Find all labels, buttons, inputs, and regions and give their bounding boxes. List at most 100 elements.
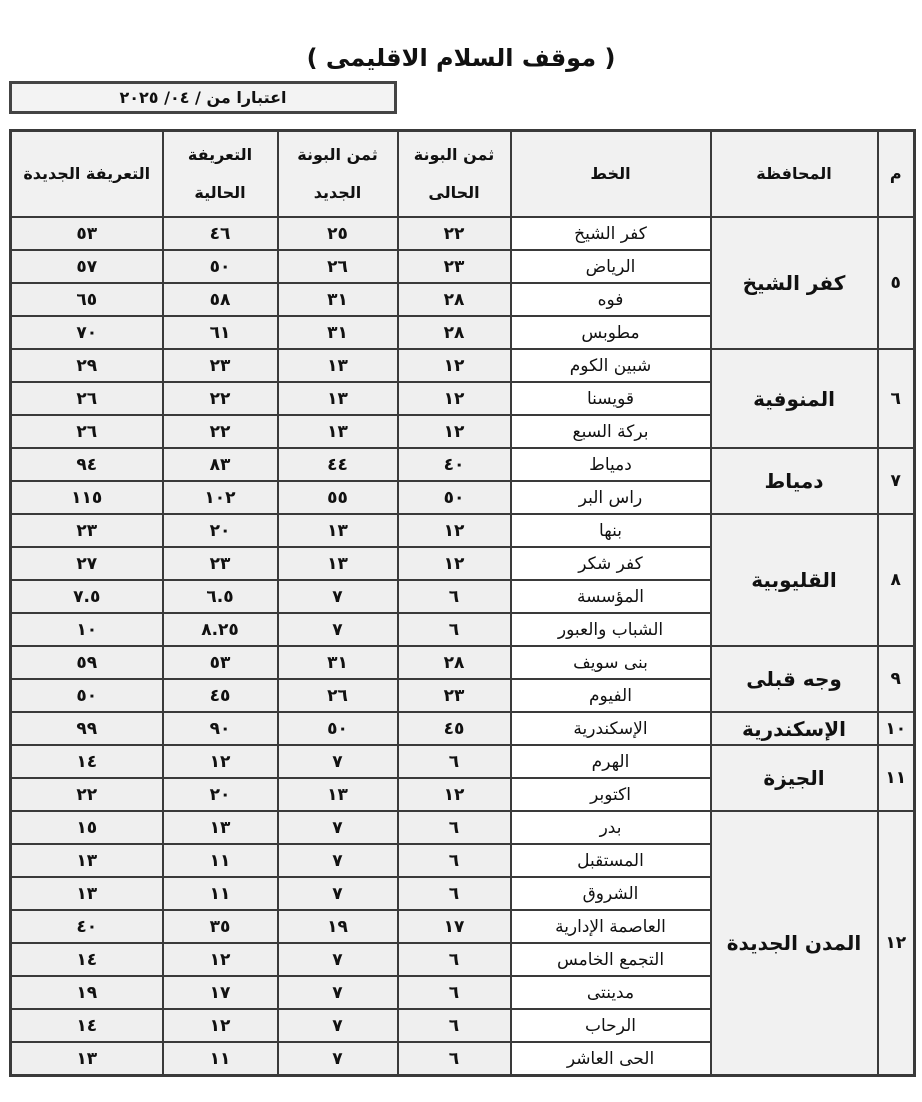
new-ticket-cell: ١٣ bbox=[276, 414, 399, 449]
line-cell: كفر شكر bbox=[509, 546, 712, 581]
current-ticket-cell: ٢٨ bbox=[396, 315, 512, 350]
new-fare-cell: ١٤ bbox=[9, 942, 164, 977]
new-ticket-cell: ١٣ bbox=[276, 513, 399, 548]
current-fare-cell: ١٢ bbox=[161, 1008, 279, 1043]
line-cell: المستقبل bbox=[509, 843, 712, 878]
row-number-cell: ٩ bbox=[876, 645, 916, 713]
line-cell: الفيوم bbox=[509, 678, 712, 713]
current-ticket-cell: ١٢ bbox=[396, 513, 512, 548]
current-fare-cell: ١٢ bbox=[161, 942, 279, 977]
new-fare-cell: ٢٧ bbox=[9, 546, 164, 581]
governorate-cell: دمياط bbox=[709, 447, 879, 515]
line-cell: فوه bbox=[509, 282, 712, 317]
line-cell: بدر bbox=[509, 810, 712, 845]
current-ticket-cell: ٦ bbox=[396, 843, 512, 878]
current-ticket-cell: ١٢ bbox=[396, 414, 512, 449]
current-fare-cell: ٨٣ bbox=[161, 447, 279, 482]
current-fare-cell: ٢٢ bbox=[161, 414, 279, 449]
current-ticket-cell: ٢٨ bbox=[396, 282, 512, 317]
row-number-cell: ١٢ bbox=[876, 810, 916, 1077]
new-ticket-cell: ٧ bbox=[276, 744, 399, 779]
line-cell: دمياط bbox=[509, 447, 712, 482]
current-fare-cell: ٢٠ bbox=[161, 777, 279, 812]
line-cell: الإسكندرية bbox=[509, 711, 712, 746]
governorate-cell: كفر الشيخ bbox=[709, 216, 879, 350]
current-ticket-cell: ١٢ bbox=[396, 777, 512, 812]
effective-date: اعتبارا من / ٠٤/ ٢٠٢٥ bbox=[9, 81, 397, 114]
new-fare-cell: ١٥ bbox=[9, 810, 164, 845]
new-ticket-cell: ٧ bbox=[276, 1041, 399, 1077]
governorate-cell: المدن الجديدة bbox=[709, 810, 879, 1077]
current-ticket-cell: ١٢ bbox=[396, 381, 512, 416]
new-fare-cell: ١٣ bbox=[9, 843, 164, 878]
current-fare-cell: ٥٨ bbox=[161, 282, 279, 317]
new-ticket-cell: ١٣ bbox=[276, 348, 399, 383]
table-row: راس البر ٥٠ ٥٥ ١٠٢ ١١٥ bbox=[9, 480, 915, 515]
new-ticket-cell: ١٩ bbox=[276, 909, 399, 944]
header-m: م bbox=[876, 129, 916, 218]
new-ticket-cell: ٧ bbox=[276, 579, 399, 614]
table-row: مدينتى ٦ ٧ ١٧ ١٩ bbox=[9, 975, 915, 1010]
current-fare-cell: ١١ bbox=[161, 843, 279, 878]
new-fare-cell: ٢٢ bbox=[9, 777, 164, 812]
line-cell: الهرم bbox=[509, 744, 712, 779]
row-number-cell: ٦ bbox=[876, 348, 916, 449]
current-fare-cell: ١٢ bbox=[161, 744, 279, 779]
table-row: الشروق ٦ ٧ ١١ ١٣ bbox=[9, 876, 915, 911]
table-row: المستقبل ٦ ٧ ١١ ١٣ bbox=[9, 843, 915, 878]
new-fare-cell: ٤٠ bbox=[9, 909, 164, 944]
current-ticket-cell: ٢٣ bbox=[396, 249, 512, 284]
new-ticket-cell: ٤٤ bbox=[276, 447, 399, 482]
header-current-ticket: ثمن البونة الحالى bbox=[396, 129, 512, 218]
current-fare-cell: ١٠٢ bbox=[161, 480, 279, 515]
new-fare-cell: ٥٧ bbox=[9, 249, 164, 284]
current-ticket-cell: ٤٥ bbox=[396, 711, 512, 746]
new-ticket-cell: ١٣ bbox=[276, 546, 399, 581]
new-fare-cell: ١٣ bbox=[9, 876, 164, 911]
table-row: الشباب والعبور ٦ ٧ ٨.٢٥ ١٠ bbox=[9, 612, 915, 647]
table-row: الحى العاشر ٦ ٧ ١١ ١٣ bbox=[9, 1041, 915, 1077]
table-row: ٦ المنوفية شبين الكوم ١٢ ١٣ ٢٣ ٢٩ bbox=[9, 348, 916, 449]
new-fare-cell: ٢٦ bbox=[9, 414, 164, 449]
new-ticket-cell: ٣١ bbox=[276, 315, 399, 350]
table-row: ٨ القليوبية بنها ١٢ ١٣ ٢٠ ٢٣ bbox=[9, 513, 916, 647]
table-row: الرحاب ٦ ٧ ١٢ ١٤ bbox=[9, 1008, 915, 1043]
current-fare-cell: ٥٠ bbox=[161, 249, 279, 284]
new-ticket-cell: ٢٦ bbox=[276, 249, 399, 284]
current-ticket-cell: ١٢ bbox=[396, 348, 512, 383]
current-fare-cell: ٢٢ bbox=[161, 381, 279, 416]
new-fare-cell: ١٤ bbox=[9, 1008, 164, 1043]
current-fare-cell: ٦١ bbox=[161, 315, 279, 350]
current-fare-cell: ١٧ bbox=[161, 975, 279, 1010]
current-ticket-cell: ١٧ bbox=[396, 909, 512, 944]
new-fare-cell: ٢٩ bbox=[9, 348, 164, 383]
new-fare-cell: ٩٤ bbox=[9, 447, 164, 482]
current-fare-cell: ٤٥ bbox=[161, 678, 279, 713]
new-fare-cell: ٧٠ bbox=[9, 315, 164, 350]
new-fare-cell: ٦٥ bbox=[9, 282, 164, 317]
new-fare-cell: ٥٣ bbox=[9, 216, 164, 251]
line-cell: قويسنا bbox=[509, 381, 712, 416]
governorate-cell: وجه قبلى bbox=[709, 645, 879, 713]
table-row: ٥ كفر الشيخ كفر الشيخ ٢٢ ٢٥ ٤٦ ٥٣ bbox=[9, 216, 916, 350]
page-title: ( موقف السلام الاقليمى ) bbox=[306, 44, 616, 72]
table-row: فوه ٢٨ ٣١ ٥٨ ٦٥ bbox=[9, 282, 915, 317]
new-fare-cell: ٢٣ bbox=[9, 513, 164, 548]
row-number-cell: ٧ bbox=[876, 447, 916, 515]
line-cell: راس البر bbox=[509, 480, 712, 515]
line-cell: مدينتى bbox=[509, 975, 712, 1010]
line-cell: العاصمة الإدارية bbox=[509, 909, 712, 944]
line-cell: الشروق bbox=[509, 876, 712, 911]
new-fare-cell: ١٩ bbox=[9, 975, 164, 1010]
table-header-row: م المحافظة الخط ثمن البونة الحالى ثمن ال… bbox=[9, 129, 916, 218]
header-current-fare: التعريفة الحالية bbox=[161, 129, 279, 218]
line-cell: بنى سويف bbox=[509, 645, 712, 680]
line-cell: الرياض bbox=[509, 249, 712, 284]
current-fare-cell: ٤٦ bbox=[161, 216, 279, 251]
current-fare-cell: ٥٣ bbox=[161, 645, 279, 680]
governorate-cell: الإسكندرية bbox=[709, 711, 879, 746]
current-ticket-cell: ٦ bbox=[396, 744, 512, 779]
line-cell: الرحاب bbox=[509, 1008, 712, 1043]
current-ticket-cell: ٢٢ bbox=[396, 216, 512, 251]
line-cell: شبين الكوم bbox=[509, 348, 712, 383]
